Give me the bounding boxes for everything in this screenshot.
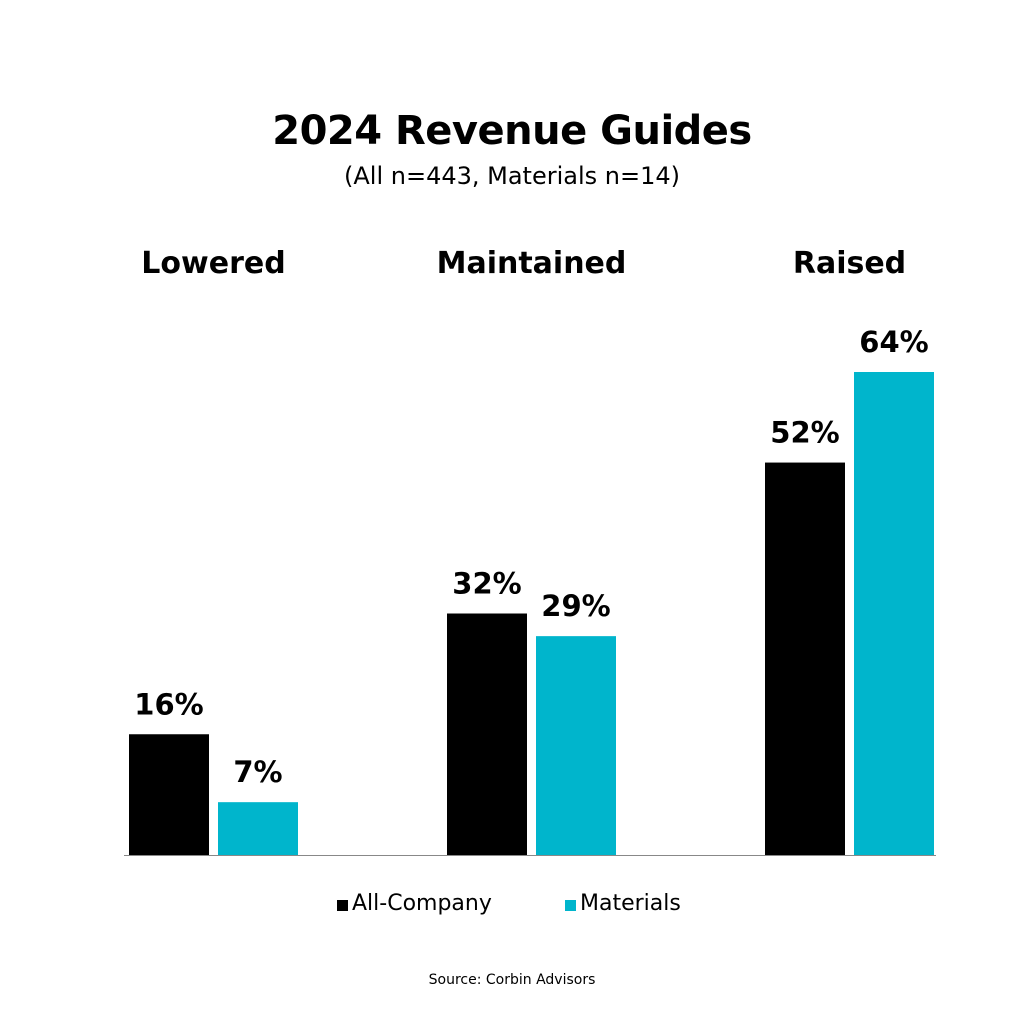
source-note: Source: Corbin Advisors bbox=[428, 972, 596, 988]
legend-label: Materials bbox=[580, 891, 681, 916]
legend-label: All-Company bbox=[352, 891, 492, 916]
legend-item-all-company: All-Company bbox=[337, 891, 492, 916]
data-label: 52% bbox=[770, 416, 839, 450]
bar-materials-raised bbox=[854, 372, 934, 855]
category-label: Maintained bbox=[437, 246, 627, 281]
legend-swatch-all-company bbox=[337, 900, 348, 911]
bar-materials-lowered bbox=[218, 802, 298, 855]
data-label: 64% bbox=[859, 325, 928, 359]
chart-subtitle: (All n=443, Materials n=14) bbox=[344, 162, 680, 190]
bar-all-company-raised bbox=[765, 462, 845, 855]
chart-title: 2024 Revenue Guides bbox=[272, 108, 752, 154]
data-label: 7% bbox=[233, 755, 282, 789]
bar-all-company-lowered bbox=[129, 734, 209, 855]
category-label: Lowered bbox=[141, 246, 285, 281]
data-label: 16% bbox=[134, 687, 203, 721]
data-label: 29% bbox=[541, 589, 610, 623]
category-label: Raised bbox=[793, 246, 906, 281]
legend-swatch-materials bbox=[565, 900, 576, 911]
bar-all-company-maintained bbox=[447, 613, 527, 855]
legend-item-materials: Materials bbox=[565, 891, 681, 916]
bar-materials-maintained bbox=[536, 636, 616, 855]
data-label: 32% bbox=[452, 567, 521, 601]
